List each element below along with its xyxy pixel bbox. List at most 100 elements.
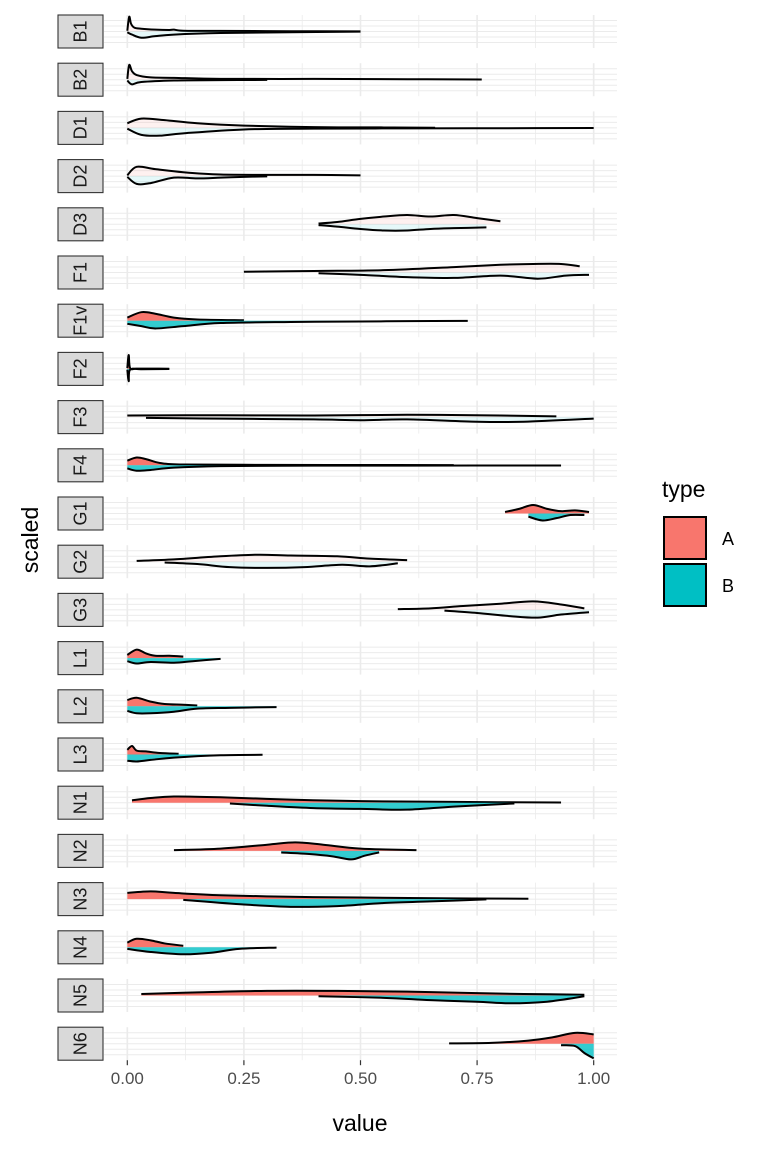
density-shapes bbox=[127, 413, 594, 424]
strip-label: F2 bbox=[71, 358, 91, 379]
strip-label: N4 bbox=[71, 936, 91, 959]
strip-label: F3 bbox=[71, 407, 91, 428]
strip-label: N5 bbox=[71, 984, 91, 1007]
density-b-outline bbox=[126, 127, 594, 137]
strip-box bbox=[57, 1026, 104, 1061]
density-shapes bbox=[136, 553, 408, 569]
x-tick-label: 1.00 bbox=[577, 1069, 610, 1088]
density-shapes bbox=[318, 213, 501, 232]
panel-g2: G2 bbox=[57, 544, 617, 579]
density-a-area bbox=[127, 457, 454, 466]
strip-label: N6 bbox=[71, 1032, 91, 1055]
density-a-outline bbox=[126, 165, 361, 177]
legend-key-b bbox=[663, 563, 707, 607]
density-shapes bbox=[126, 744, 263, 763]
density-a-outline bbox=[126, 63, 482, 81]
legend-label-b: B bbox=[722, 576, 734, 596]
strip-box bbox=[57, 400, 104, 435]
density-a-outline bbox=[126, 648, 184, 658]
strip-box bbox=[57, 62, 104, 97]
density-b-outline bbox=[126, 367, 170, 383]
density-b-outline bbox=[560, 1044, 595, 1060]
density-b-area bbox=[318, 224, 487, 231]
panel-b1: B1 bbox=[57, 14, 617, 49]
density-shapes bbox=[126, 648, 221, 665]
strip-label: L2 bbox=[71, 696, 91, 716]
density-shapes bbox=[504, 503, 590, 522]
panel-f1v: F1v bbox=[57, 303, 617, 338]
density-b-area bbox=[528, 513, 585, 521]
strip-box bbox=[57, 544, 104, 579]
strip-box bbox=[57, 882, 104, 917]
density-shapes bbox=[126, 117, 594, 137]
density-a-area bbox=[127, 697, 198, 707]
density-shapes bbox=[126, 937, 277, 956]
strip-label: L1 bbox=[71, 648, 91, 668]
density-a-area bbox=[127, 938, 184, 948]
density-b-area bbox=[127, 754, 263, 762]
strip-label: F1v bbox=[71, 306, 91, 336]
strip-box bbox=[57, 159, 104, 194]
strip-label: G1 bbox=[71, 501, 91, 525]
panel-l1: L1 bbox=[57, 641, 617, 676]
facet-panels: B1 B2 D1 D2 D3 F1 F1v F2 F3 F4 G1 G2 G3 L1 L2 L3 N1 N2 N3 N… bbox=[57, 14, 617, 1061]
x-axis: 0.00 0.25 0.50 0.75 1.00 bbox=[111, 1060, 610, 1088]
density-shapes bbox=[127, 696, 277, 715]
strip-box bbox=[57, 14, 104, 49]
density-b-outline bbox=[281, 851, 380, 861]
density-shapes bbox=[397, 600, 590, 619]
x-tick-label: 0.00 bbox=[111, 1069, 144, 1088]
legend: type A B bbox=[662, 476, 734, 607]
density-b-area bbox=[127, 658, 221, 664]
x-tick-label: 0.50 bbox=[344, 1069, 377, 1088]
density-b-outline bbox=[145, 416, 594, 424]
density-a-outline bbox=[449, 1031, 594, 1045]
strip-box bbox=[57, 785, 104, 820]
density-a-outline bbox=[131, 795, 562, 804]
density-shapes bbox=[131, 795, 562, 811]
strip-box bbox=[57, 110, 104, 145]
density-shapes bbox=[126, 15, 361, 39]
density-a-outline bbox=[504, 503, 590, 513]
strip-label: N2 bbox=[71, 839, 91, 862]
density-a-outline bbox=[173, 841, 417, 852]
density-shapes bbox=[126, 165, 361, 186]
density-a-outline bbox=[141, 989, 585, 996]
density-b-outline bbox=[126, 78, 268, 86]
density-a-outline bbox=[126, 744, 179, 755]
density-b-outline bbox=[127, 706, 277, 715]
density-b-area bbox=[561, 1043, 594, 1059]
panel-d3: D3 bbox=[57, 207, 617, 242]
density-a-area bbox=[127, 745, 179, 755]
density-b-outline bbox=[127, 753, 263, 763]
panel-d2: D2 bbox=[57, 159, 617, 194]
strip-box bbox=[57, 689, 104, 724]
density-shapes bbox=[173, 841, 417, 861]
density-a-area bbox=[127, 166, 361, 177]
panel-n2: N2 bbox=[57, 833, 617, 868]
density-b-outline bbox=[126, 175, 268, 186]
strip-label: D1 bbox=[71, 116, 91, 139]
density-b-outline bbox=[318, 995, 585, 1005]
density-b-outline bbox=[164, 561, 398, 569]
x-tick-label: 0.25 bbox=[227, 1069, 260, 1088]
density-b-outline bbox=[127, 319, 468, 330]
strip-box bbox=[57, 496, 104, 531]
panel-n6: N6 bbox=[57, 1026, 617, 1061]
panel-d1: D1 bbox=[57, 110, 617, 145]
strip-label: D3 bbox=[71, 213, 91, 236]
strip-box bbox=[57, 255, 104, 290]
density-a-outline bbox=[243, 262, 580, 273]
density-shapes bbox=[126, 456, 562, 472]
density-a-outline bbox=[397, 600, 585, 611]
density-b-area bbox=[127, 176, 268, 185]
panel-n3: N3 bbox=[57, 882, 617, 917]
density-b-outline bbox=[528, 513, 585, 522]
strip-label: L3 bbox=[71, 744, 91, 764]
density-a-outline bbox=[126, 937, 184, 947]
density-a-outline bbox=[126, 311, 244, 322]
density-shapes bbox=[127, 890, 529, 908]
density-a-area bbox=[449, 1032, 594, 1044]
strip-label: F1 bbox=[71, 262, 91, 283]
